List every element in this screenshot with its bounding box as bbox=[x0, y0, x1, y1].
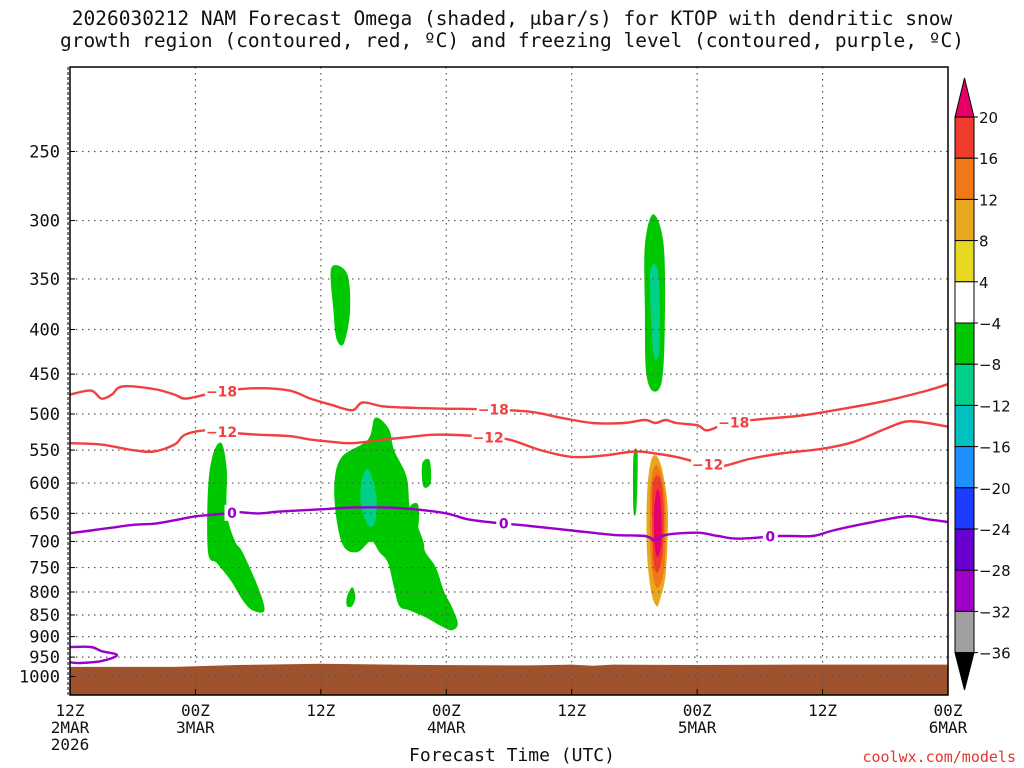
colorbar-label: 4 bbox=[979, 274, 989, 292]
colorbar-segment bbox=[954, 116, 975, 159]
omega-shading-region bbox=[207, 442, 265, 613]
x-tick-label: 00Z bbox=[181, 701, 210, 720]
colorbar-label: −28 bbox=[979, 562, 1011, 580]
colorbar-label: −24 bbox=[979, 521, 1011, 539]
x-tick-label: 00Z bbox=[432, 701, 461, 720]
contour-label: −12 bbox=[206, 425, 237, 441]
colorbar-label: 12 bbox=[979, 191, 998, 209]
y-tick-label: 700 bbox=[29, 532, 60, 552]
y-tick-label: 600 bbox=[29, 474, 60, 494]
colorbar-segment bbox=[954, 528, 975, 571]
y-tick-label: 950 bbox=[29, 648, 60, 668]
colorbar-segment bbox=[954, 487, 975, 530]
omega-shading-region bbox=[409, 502, 420, 533]
contour-label: −12 bbox=[472, 430, 503, 446]
contour-label: −12 bbox=[692, 458, 723, 474]
x-tick-label: 12Z bbox=[56, 701, 85, 720]
colorbar-label: 16 bbox=[979, 150, 998, 168]
watermark: coolwx.com/models bbox=[862, 748, 1016, 766]
colorbar-label: −4 bbox=[979, 315, 1001, 333]
contour-label-bg bbox=[471, 429, 505, 446]
y-tick-label: 300 bbox=[29, 212, 60, 232]
x-tick-label: 12Z bbox=[306, 701, 335, 720]
contour-label: −18 bbox=[206, 385, 237, 401]
colorbar-segment bbox=[954, 281, 975, 324]
contour-label: 0 bbox=[765, 530, 775, 546]
contour-line bbox=[69, 419, 949, 469]
colorbar-segment bbox=[954, 240, 975, 283]
contour-label-bg bbox=[224, 504, 240, 521]
x-tick-label: 12Z bbox=[808, 701, 837, 720]
colorbar-top-triangle bbox=[954, 77, 975, 118]
colorbar-segment bbox=[954, 157, 975, 200]
y-tick-label: 550 bbox=[29, 441, 60, 461]
colorbar-bottom-triangle bbox=[954, 652, 975, 691]
chart-title: 2026030212 NAM Forecast Omega (shaded, μ… bbox=[0, 8, 1024, 52]
y-tick-label: 850 bbox=[29, 606, 60, 626]
title-line-2: growth region (contoured, red, ºC) and f… bbox=[60, 29, 964, 52]
colorbar-label: −36 bbox=[979, 645, 1011, 663]
surface-terrain bbox=[70, 663, 948, 695]
y-tick-label: 450 bbox=[29, 365, 60, 385]
colorbar-label: −16 bbox=[979, 439, 1011, 457]
y-tick-label: 1000 bbox=[19, 668, 60, 688]
x-tick-label: 6MAR bbox=[929, 718, 968, 737]
y-tick-label: 500 bbox=[29, 405, 60, 425]
colorbar-label: 20 bbox=[979, 109, 998, 127]
omega-shading-region bbox=[346, 587, 356, 608]
contour-label-bg bbox=[762, 528, 778, 545]
plot-frame bbox=[69, 66, 949, 696]
contour-label-bg bbox=[691, 456, 725, 473]
colorbar-segment bbox=[954, 446, 975, 489]
y-tick-label: 650 bbox=[29, 504, 60, 524]
y-tick-label: 900 bbox=[29, 628, 60, 648]
colorbar-label: −20 bbox=[979, 480, 1011, 498]
contour-line bbox=[69, 506, 949, 542]
contour-label-bg bbox=[476, 401, 510, 418]
contour-label: −18 bbox=[478, 403, 509, 419]
y-tick-label: 800 bbox=[29, 583, 60, 603]
colorbar-label: −12 bbox=[979, 397, 1011, 415]
x-tick-label: 12Z bbox=[557, 701, 586, 720]
colorbar-segment bbox=[954, 569, 975, 612]
colorbar-label: 8 bbox=[979, 233, 989, 251]
omega-shading-region bbox=[334, 417, 458, 631]
x-tick-label: 4MAR bbox=[427, 718, 466, 737]
contour-label: −18 bbox=[718, 415, 749, 431]
y-tick-label: 250 bbox=[29, 143, 60, 163]
title-line-1: 2026030212 NAM Forecast Omega (shaded, μ… bbox=[71, 7, 953, 30]
contour-line bbox=[69, 645, 119, 665]
colorbar-segment bbox=[954, 610, 975, 654]
colorbar-segment bbox=[954, 404, 975, 448]
x-tick-label: 2MAR bbox=[51, 718, 90, 737]
omega-shading-region bbox=[421, 458, 432, 488]
x-tick-label: 00Z bbox=[934, 701, 963, 720]
colorbar-segment bbox=[954, 198, 975, 242]
contour-label-bg bbox=[717, 414, 751, 431]
contour-label-bg bbox=[496, 515, 512, 532]
omega-shading-region bbox=[649, 263, 660, 361]
contour-label-bg bbox=[205, 423, 239, 440]
colorbar-segment bbox=[954, 363, 975, 406]
y-tick-label: 350 bbox=[29, 270, 60, 290]
x-axis-label: Forecast Time (UTC) bbox=[409, 745, 615, 766]
y-tick-label: 750 bbox=[29, 559, 60, 579]
omega-shading-region bbox=[632, 448, 638, 516]
x-tick-label: 2026 bbox=[51, 735, 90, 754]
contour-label-bg bbox=[205, 383, 239, 400]
x-tick-label: 00Z bbox=[683, 701, 712, 720]
contour-label: 0 bbox=[227, 506, 237, 522]
x-tick-label: 5MAR bbox=[678, 718, 717, 737]
colorbar-label: −8 bbox=[979, 356, 1001, 374]
colorbar-segment bbox=[954, 322, 975, 365]
x-tick-label: 3MAR bbox=[176, 718, 215, 737]
y-tick-label: 400 bbox=[29, 321, 60, 341]
colorbar-label: −32 bbox=[979, 603, 1011, 621]
contour-label: 0 bbox=[499, 517, 509, 533]
omega-shading-region bbox=[330, 265, 351, 346]
